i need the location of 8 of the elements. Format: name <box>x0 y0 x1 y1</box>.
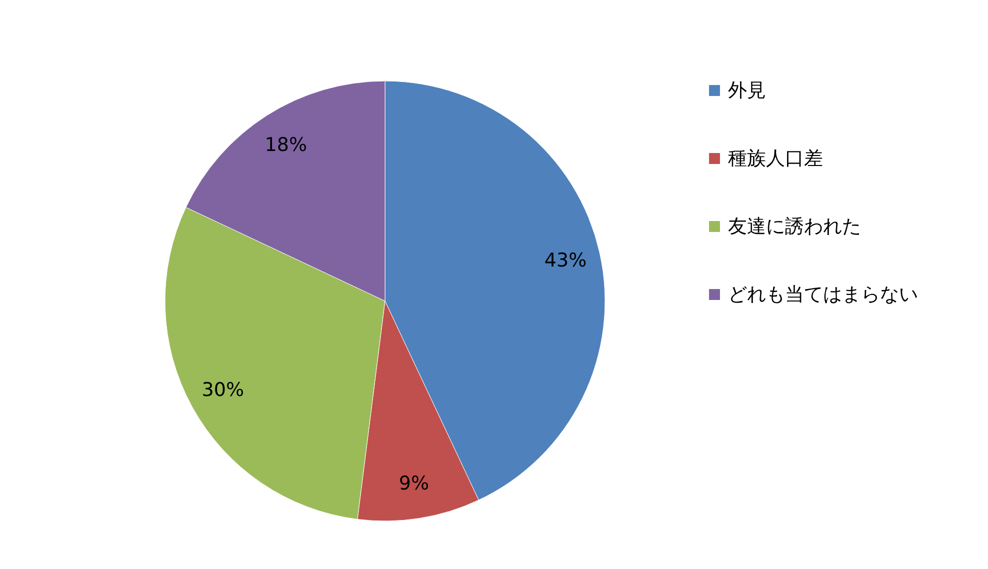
legend-label: 外見 <box>728 80 766 102</box>
data-label: 18% <box>264 134 307 156</box>
legend-label: 種族人口差 <box>728 148 823 170</box>
legend-label: 友達に誘われた <box>728 216 861 238</box>
legend-label: どれも当てはまらない <box>728 284 918 306</box>
data-label: 43% <box>544 250 587 272</box>
data-label: 30% <box>202 379 244 402</box>
data-label: 9% <box>398 472 430 495</box>
